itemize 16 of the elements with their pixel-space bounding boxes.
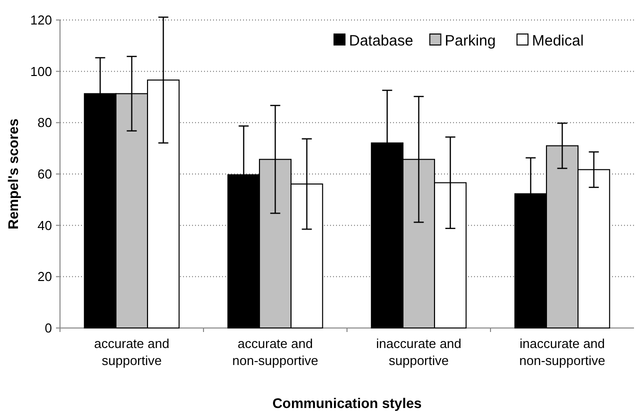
- x-axis-title: Communication styles: [272, 395, 422, 411]
- x-tick-label: inaccurate and supportive: [376, 336, 462, 368]
- y-tick-label: 0: [44, 320, 52, 336]
- legend-label: Database: [349, 32, 414, 50]
- legend-label: Parking: [444, 32, 496, 50]
- legend-label: Medical: [532, 32, 584, 50]
- y-tick-label: 40: [38, 218, 52, 233]
- y-tick-label: 60: [38, 166, 52, 182]
- y-tick-label: 100: [30, 64, 52, 79]
- y-tick-label: 120: [30, 12, 52, 28]
- y-axis-title: Rempel's scores: [5, 118, 21, 230]
- x-tick-label: accurate and supportive: [94, 336, 170, 368]
- y-tick-label: 20: [38, 269, 52, 284]
- y-tick-label: 80: [38, 115, 52, 130]
- x-tick-label: accurate and non-supportive: [232, 336, 318, 368]
- x-tick-label: inaccurate and non-supportive: [519, 336, 606, 368]
